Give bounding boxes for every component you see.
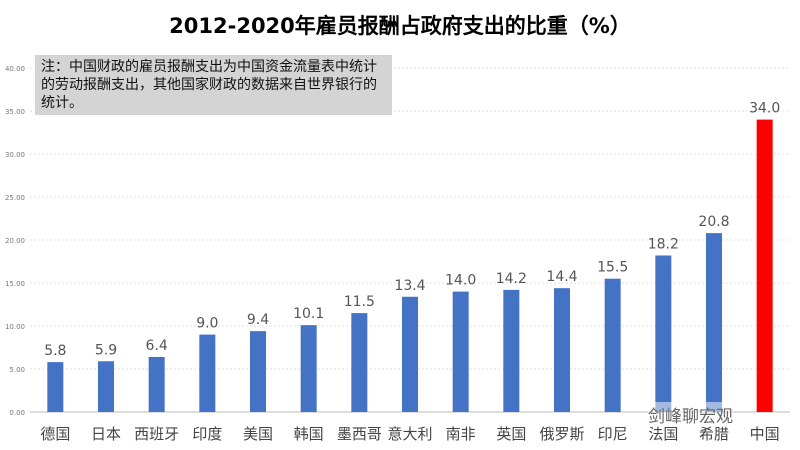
y-tick-label: 25.00 xyxy=(5,194,25,202)
y-tick-label: 35.00 xyxy=(5,108,25,116)
bar xyxy=(706,233,722,412)
bar xyxy=(300,325,317,412)
data-label: 10.1 xyxy=(293,306,324,322)
bar xyxy=(250,331,266,412)
bar xyxy=(199,334,216,412)
x-tick-label: 中国 xyxy=(750,425,780,443)
bar xyxy=(554,288,570,412)
bar xyxy=(503,289,520,412)
bar xyxy=(98,361,114,412)
data-label: 14.2 xyxy=(496,271,527,287)
x-tick-label: 英国 xyxy=(496,425,526,443)
y-tick-label: 40.00 xyxy=(5,65,25,73)
y-tick-label: 20.00 xyxy=(5,237,25,245)
data-label: 14.0 xyxy=(445,273,476,289)
bar xyxy=(351,313,368,412)
chart-note: 注：中国财政的雇员报酬支出为中国资金流量表中统计的劳动报酬支出，其他国家财政的数… xyxy=(35,55,392,115)
data-label: 15.5 xyxy=(597,260,628,276)
y-tick-label: 5.00 xyxy=(9,366,25,374)
bar xyxy=(756,119,773,412)
data-label: 18.2 xyxy=(648,236,679,252)
data-label: 5.8 xyxy=(44,343,66,359)
bar xyxy=(402,296,418,412)
x-tick-label: 西班牙 xyxy=(134,425,179,443)
x-tick-label: 印尼 xyxy=(598,425,628,443)
bar xyxy=(604,278,621,412)
x-tick-label: 美国 xyxy=(243,425,273,443)
y-tick-label: 0.00 xyxy=(9,409,25,417)
bar xyxy=(452,291,469,412)
x-tick-label: 墨西哥 xyxy=(337,425,382,443)
x-tick-label: 印度 xyxy=(192,425,222,443)
x-tick-label: 韩国 xyxy=(294,425,324,443)
x-tick-label: 俄罗斯 xyxy=(539,425,584,443)
x-tick-label: 法国 xyxy=(648,425,678,443)
data-label: 13.4 xyxy=(394,278,425,294)
y-tick-label: 30.00 xyxy=(5,151,25,159)
bar xyxy=(148,356,165,412)
x-tick-label: 德国 xyxy=(40,425,70,443)
watermark: 剑峰聊宏观 xyxy=(648,402,733,427)
data-label: 6.4 xyxy=(146,338,168,354)
data-label: 9.0 xyxy=(196,316,218,332)
bar xyxy=(47,362,64,412)
data-label: 11.5 xyxy=(344,294,375,310)
x-tick-label: 希腊 xyxy=(699,425,729,443)
data-label: 20.8 xyxy=(698,214,729,230)
bar xyxy=(655,255,672,412)
data-label: 14.4 xyxy=(546,269,577,285)
x-tick-label: 南非 xyxy=(446,425,476,443)
x-tick-label: 意大利 xyxy=(387,425,432,443)
x-tick-label: 日本 xyxy=(91,425,121,443)
data-label: 34.0 xyxy=(749,101,780,117)
y-tick-label: 10.00 xyxy=(5,323,25,331)
chart-title: 2012-2020年雇员报酬占政府支出的比重（%） xyxy=(169,14,631,38)
y-tick-label: 15.00 xyxy=(5,280,25,288)
data-label: 9.4 xyxy=(247,312,269,328)
data-label: 5.9 xyxy=(95,342,117,358)
